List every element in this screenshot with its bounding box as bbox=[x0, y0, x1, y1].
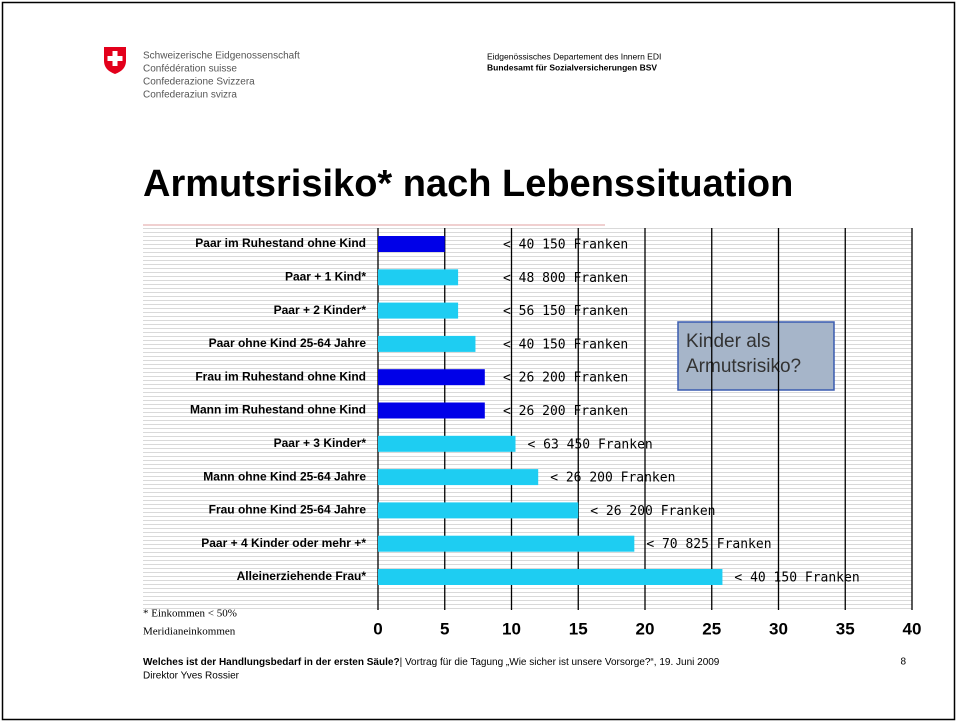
bar-note: < 40 150 Franken bbox=[503, 337, 628, 352]
footnote: Meridianeinkommen bbox=[143, 626, 236, 638]
bar bbox=[378, 569, 723, 585]
x-tick-label: 25 bbox=[702, 619, 721, 638]
confederation-name: Schweizerische Eidgenossenschaft bbox=[143, 51, 300, 62]
footer-speaker: Direktor Yves Rossier bbox=[143, 671, 240, 682]
category-label: Alleinerziehende Frau* bbox=[237, 569, 367, 583]
bar-note: < 63 450 Franken bbox=[528, 437, 653, 452]
confederation-name: Confederaziun svizra bbox=[143, 90, 237, 101]
bar bbox=[378, 335, 476, 352]
bar-note: < 48 800 Franken bbox=[503, 271, 628, 286]
x-tick-label: 15 bbox=[569, 619, 588, 638]
bar bbox=[378, 435, 516, 452]
bar-note: < 26 200 Franken bbox=[503, 371, 628, 386]
bar-note: < 26 200 Franken bbox=[590, 504, 715, 519]
bar-note: < 26 200 Franken bbox=[550, 471, 675, 486]
callout-box bbox=[677, 321, 835, 391]
category-label: Mann im Ruhestand ohne Kind bbox=[190, 403, 366, 417]
callout-text: Kinder als bbox=[686, 331, 771, 352]
bar bbox=[378, 369, 485, 386]
footer-talk-title: Welches ist der Handlungsbedarf in der e… bbox=[143, 657, 400, 668]
confederation-name: Confederazione Svizzera bbox=[143, 77, 255, 88]
x-tick-label: 30 bbox=[769, 619, 788, 638]
bar-note: < 40 150 Franken bbox=[734, 571, 859, 586]
bar-note: < 56 150 Franken bbox=[503, 304, 628, 319]
x-tick-label: 0 bbox=[373, 619, 382, 638]
category-label: Paar + 2 Kinder* bbox=[274, 303, 367, 317]
x-tick-label: 10 bbox=[502, 619, 521, 638]
category-label: Paar + 3 Kinder* bbox=[274, 436, 367, 450]
category-label: Frau ohne Kind 25-64 Jahre bbox=[209, 503, 367, 517]
bar bbox=[378, 535, 635, 552]
category-label: Frau im Ruhestand ohne Kind bbox=[195, 369, 366, 383]
bar bbox=[378, 402, 485, 419]
bar-note: < 40 150 Franken bbox=[503, 238, 628, 253]
bar bbox=[378, 469, 539, 486]
category-label: Mann ohne Kind 25-64 Jahre bbox=[203, 469, 366, 483]
x-tick-label: 35 bbox=[836, 619, 855, 638]
confederation-name: Confédération suisse bbox=[143, 64, 237, 75]
bar bbox=[378, 236, 445, 252]
bar bbox=[378, 502, 579, 519]
confederation-names: Schweizerische Eidgenossenschaft Confédé… bbox=[143, 51, 300, 101]
swiss-logo bbox=[104, 47, 126, 74]
category-label: Paar ohne Kind 25-64 Jahre bbox=[209, 336, 367, 350]
page-number: 8 bbox=[900, 657, 906, 668]
office: Bundesamt für Sozialversicherungen BSV bbox=[487, 62, 657, 72]
bar-note: < 26 200 Franken bbox=[503, 404, 628, 419]
bar bbox=[378, 269, 459, 286]
bar-note: < 70 825 Franken bbox=[646, 537, 771, 552]
footnote: * Einkommen < 50% bbox=[143, 608, 237, 620]
category-label: Paar + 4 Kinder oder mehr +* bbox=[201, 536, 366, 550]
bar bbox=[378, 302, 459, 319]
x-tick-label: 40 bbox=[903, 619, 922, 638]
category-label: Paar im Ruhestand ohne Kind bbox=[195, 236, 366, 250]
x-tick-label: 20 bbox=[636, 619, 655, 638]
department: Eidgenössisches Departement des Innern E… bbox=[487, 51, 661, 61]
chart-title: Armutsrisiko* nach Lebenssituation bbox=[143, 163, 793, 205]
category-label: Paar + 1 Kind* bbox=[285, 269, 366, 283]
footer-talk-rest: | Vortrag für die Tagung „Wie sicher ist… bbox=[400, 657, 720, 668]
callout-text: Armutsrisiko? bbox=[686, 356, 801, 377]
x-tick-label: 5 bbox=[440, 619, 449, 638]
footer-talk: Welches ist der Handlungsbedarf in der e… bbox=[143, 657, 720, 668]
